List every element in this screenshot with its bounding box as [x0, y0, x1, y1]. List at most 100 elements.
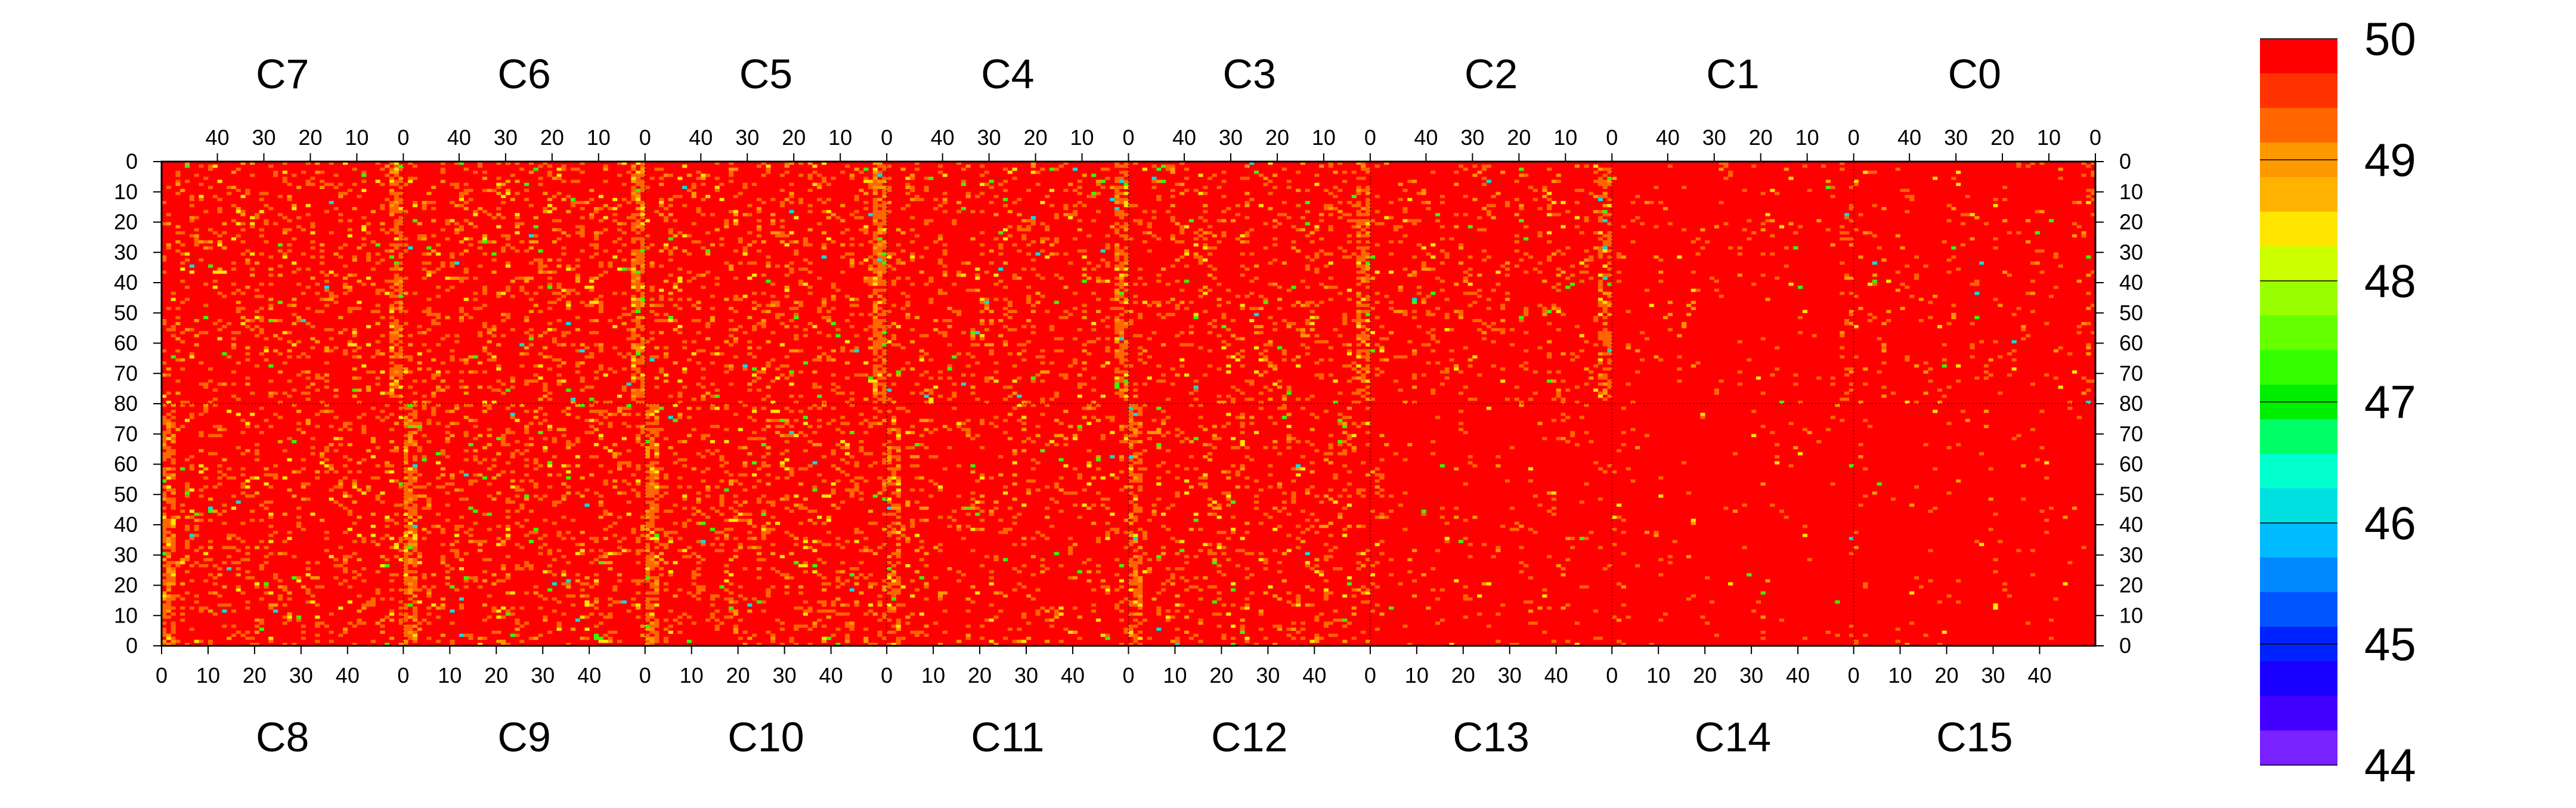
heatmap-cell — [162, 349, 167, 353]
heatmap-cell — [877, 289, 883, 292]
heatmap-cell — [1045, 370, 1050, 374]
heatmap-cell — [612, 255, 618, 259]
heatmap-cell — [1597, 177, 1603, 180]
heatmap-cell — [1760, 222, 1766, 225]
heatmap-cell — [478, 307, 483, 310]
heatmap-cell — [324, 279, 329, 283]
heatmap-cell — [1366, 364, 1371, 368]
heatmap-cell — [199, 431, 204, 435]
heatmap-cell — [1110, 225, 1115, 228]
heatmap-cell — [1602, 352, 1608, 356]
heatmap-cell — [1914, 400, 1919, 404]
heatmap-cell — [989, 349, 994, 353]
heatmap-cell — [1110, 307, 1115, 310]
heatmap-cell — [868, 325, 874, 329]
heatmap-cell — [1435, 340, 1441, 343]
heatmap-cell — [245, 258, 250, 262]
heatmap-cell — [1119, 301, 1125, 304]
heatmap-cell — [1366, 298, 1371, 301]
heatmap-cell — [1840, 334, 1845, 338]
heatmap-cell — [1133, 219, 1138, 222]
heatmap-cell — [705, 391, 711, 395]
heatmap-cell — [807, 321, 813, 326]
heatmap-cell — [1114, 194, 1120, 199]
heatmap-cell — [166, 367, 171, 371]
heatmap-cell — [259, 567, 264, 571]
heatmap-cell — [789, 382, 794, 386]
heatmap-cell — [696, 307, 701, 310]
heatmap-cell — [1110, 197, 1115, 202]
heatmap-cell — [575, 168, 580, 171]
heatmap-cell — [877, 258, 883, 262]
heatmap-cell — [705, 194, 711, 199]
heatmap-cell — [324, 346, 329, 349]
heatmap-cell — [1216, 334, 1222, 338]
heatmap-cell — [807, 228, 813, 232]
heatmap-cell — [1356, 334, 1361, 338]
heatmap-cell — [1342, 315, 1348, 320]
heatmap-cell — [175, 171, 181, 174]
heatmap-cell — [696, 382, 701, 386]
heatmap-cell — [1235, 237, 1240, 241]
heatmap-cell — [872, 237, 878, 241]
heatmap-cell — [1235, 213, 1240, 216]
heatmap-cell — [1500, 331, 1506, 335]
heatmap-cell — [2091, 171, 2096, 174]
heatmap-cell — [1366, 276, 1371, 280]
heatmap-cell — [1286, 321, 1292, 326]
heatmap-cell — [766, 168, 771, 171]
heatmap-cell — [1556, 289, 1561, 292]
heatmap-cell — [1361, 325, 1366, 329]
heatmap-cell — [631, 388, 636, 392]
heatmap-cell — [519, 364, 525, 368]
heatmap-cell — [1119, 370, 1125, 374]
heatmap-cell — [1379, 346, 1385, 349]
heatmap-cell — [547, 367, 553, 371]
heatmap-cell — [389, 304, 395, 307]
heatmap-cell — [1407, 340, 1413, 343]
heatmap-cell — [807, 286, 813, 289]
heatmap-cell — [1551, 286, 1557, 289]
heatmap-cell — [1356, 261, 1361, 265]
heatmap-cell — [2091, 304, 2096, 307]
heatmap-cell — [482, 240, 487, 244]
heatmap-cell — [403, 309, 408, 314]
heatmap-cell — [1830, 194, 1835, 199]
heatmap-cell — [2086, 273, 2091, 277]
heatmap-cell — [203, 476, 209, 480]
heatmap-cell — [505, 188, 510, 193]
heatmap-cell — [240, 540, 246, 543]
heatmap-cell — [887, 309, 892, 314]
heatmap-cell — [872, 252, 878, 256]
heatmap-cell — [1607, 237, 1612, 241]
heatmap-cell — [1337, 210, 1343, 213]
heatmap-cell — [1402, 309, 1408, 314]
heatmap-cell — [1119, 346, 1125, 349]
heatmap-cell — [821, 231, 827, 235]
heatmap-cell — [649, 331, 655, 335]
heatmap-cell — [1198, 191, 1203, 196]
heatmap-cell — [398, 352, 404, 356]
heatmap-cell — [1161, 379, 1166, 383]
heatmap-cell — [835, 391, 841, 395]
heatmap-cell — [1030, 376, 1036, 380]
heatmap-cell — [217, 267, 222, 271]
heatmap-cell — [1319, 376, 1324, 380]
heatmap-cell — [385, 231, 390, 235]
heatmap-cell — [1314, 340, 1320, 343]
heatmap-cell — [1602, 276, 1608, 280]
heatmap-cell — [608, 367, 613, 371]
heatmap-cell — [305, 355, 311, 359]
heatmap-cell — [1268, 388, 1273, 392]
heatmap-cell — [919, 358, 924, 362]
heatmap-cell — [1114, 391, 1120, 395]
heatmap-cell — [199, 639, 204, 643]
heatmap-cell — [1877, 246, 1882, 250]
heatmap-cell — [631, 267, 636, 271]
heatmap-cell — [1208, 331, 1213, 335]
heatmap-cell — [1105, 234, 1110, 238]
heatmap-cell — [1082, 367, 1087, 371]
heatmap-cell — [766, 309, 771, 314]
heatmap-cell — [1421, 373, 1426, 377]
heatmap-cell — [389, 249, 395, 253]
